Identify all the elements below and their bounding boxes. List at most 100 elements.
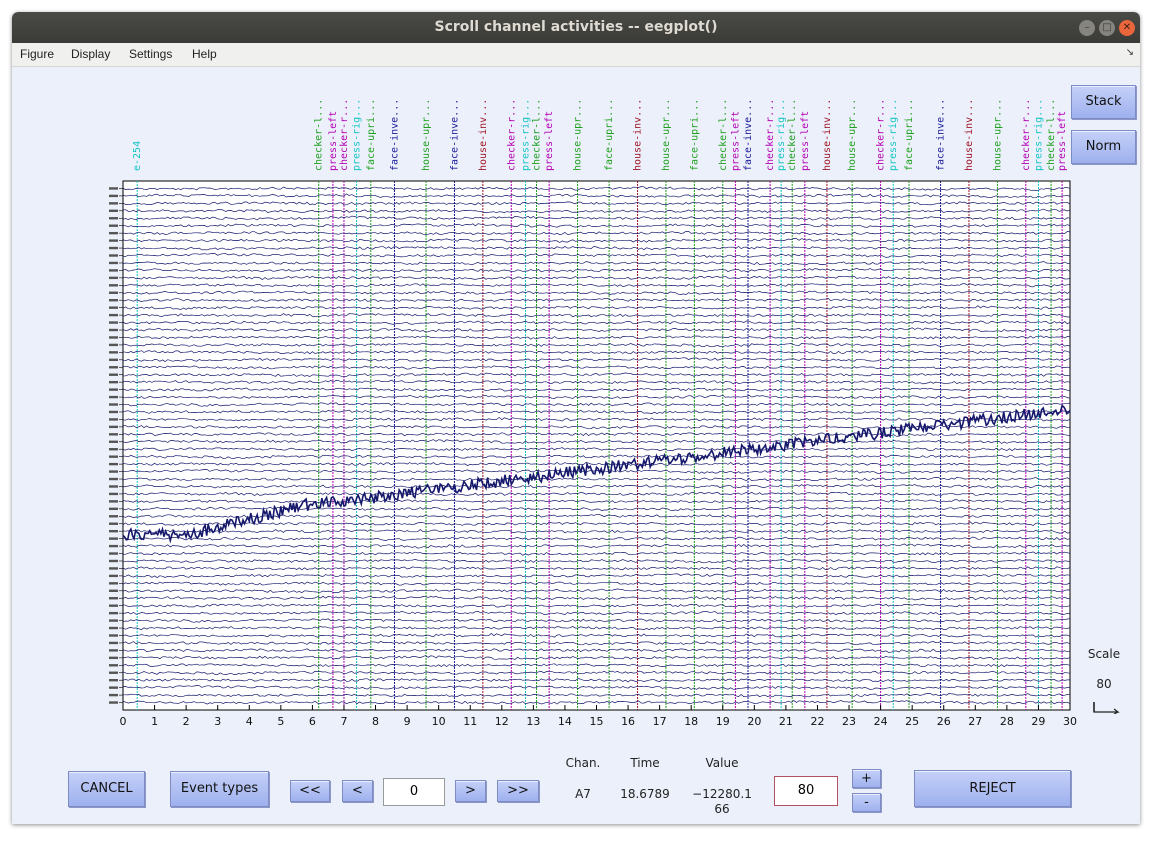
event-label: house-upr...	[661, 99, 672, 171]
scale-increase-button[interactable]: +	[852, 769, 881, 788]
channel-trace	[122, 447, 1071, 452]
forward-button[interactable]: >	[455, 780, 486, 802]
channel-trace	[122, 305, 1071, 310]
channel-trace	[122, 215, 1071, 221]
eeg-plot[interactable]: e-254 checker-l... press-left checker-r... p…	[12, 12, 1140, 824]
event-label: e-254	[132, 141, 143, 171]
channel-trace	[122, 581, 1071, 586]
channel-label-mark	[109, 440, 118, 443]
menu-help[interactable]: Help	[192, 47, 217, 61]
channel-label-mark	[109, 194, 118, 198]
event-label: house-upr...	[992, 99, 1003, 171]
channel-label-mark	[109, 380, 118, 384]
channel-label-mark	[109, 597, 118, 600]
menu-display[interactable]: Display	[71, 47, 111, 61]
event-label: checker-r...	[1021, 99, 1032, 171]
channel-trace	[122, 670, 1071, 675]
event-label: face-upri...	[904, 99, 915, 171]
channel-label-mark	[109, 537, 118, 540]
channel-label-mark	[109, 187, 118, 190]
channel-trace	[122, 342, 1071, 348]
x-tick-label: 5	[277, 715, 284, 728]
event-label: checker-l...	[1046, 99, 1057, 171]
channel-trace	[122, 335, 1071, 340]
channel-trace	[122, 283, 1071, 288]
scale-decrease-button[interactable]: -	[852, 793, 881, 812]
channel-label-mark	[109, 224, 118, 227]
channel-label-mark	[109, 619, 118, 622]
time-value: 18.6789	[620, 787, 670, 801]
channel-label-mark	[109, 425, 118, 429]
channel-label-mark	[109, 552, 118, 555]
channel-trace	[122, 499, 1071, 504]
channel-label-mark	[109, 589, 118, 592]
x-tick-label: 14	[558, 715, 572, 728]
event-label: checker-r...	[339, 99, 350, 171]
norm-button[interactable]: Norm	[1071, 130, 1136, 164]
position-input[interactable]: 0	[383, 778, 445, 806]
scale-input[interactable]: 80	[774, 776, 838, 806]
channel-label-mark	[109, 559, 118, 563]
channel-label-mark	[109, 231, 118, 235]
channel-label-mark	[109, 455, 118, 458]
rewind-button[interactable]: <	[342, 780, 373, 802]
channel-label-mark	[109, 246, 118, 250]
forward-fast-button[interactable]: >>	[497, 780, 539, 802]
x-tick-label: 1	[151, 715, 158, 728]
close-icon[interactable]: ✕	[1119, 20, 1135, 36]
channel-label-mark	[109, 470, 118, 473]
x-tick-label: 17	[653, 715, 667, 728]
channel-label-mark	[109, 671, 118, 674]
channel-label-mark	[109, 574, 118, 578]
x-tick-label: 18	[684, 715, 698, 728]
channel-label-mark	[109, 366, 118, 369]
channel-label-mark	[109, 328, 118, 332]
channel-trace	[122, 186, 1071, 191]
x-tick-label: 22	[810, 715, 824, 728]
x-tick-label: 6	[309, 715, 316, 728]
rewind-fast-button[interactable]: <<	[290, 780, 330, 802]
channel-label-mark	[109, 202, 118, 205]
x-tick-label: 8	[372, 715, 379, 728]
event-label: press-left	[730, 111, 741, 171]
minimize-icon[interactable]: –	[1079, 20, 1095, 36]
channel-label-mark	[109, 507, 118, 511]
channel-trace-drift	[122, 404, 1071, 544]
maximize-icon[interactable]: □	[1099, 20, 1115, 36]
cancel-button[interactable]: CANCEL	[68, 771, 145, 807]
menu-figure[interactable]: Figure	[20, 47, 55, 61]
channel-trace	[122, 685, 1071, 690]
event-types-button[interactable]: Event types	[170, 771, 269, 807]
channel-label-mark	[109, 336, 118, 339]
stack-button[interactable]: Stack	[1071, 85, 1136, 119]
channel-trace	[122, 491, 1071, 497]
channel-trace	[122, 245, 1071, 251]
channel-trace	[122, 595, 1071, 601]
channel-label-mark	[109, 500, 118, 503]
channel-trace	[122, 208, 1071, 214]
x-tick-label: 24	[874, 715, 888, 728]
channel-label-mark	[109, 418, 118, 421]
channel-label-mark	[109, 239, 118, 242]
menu-expander-icon[interactable]: ↘	[1125, 47, 1134, 58]
channel-label-mark	[109, 485, 118, 488]
channel-trace	[122, 476, 1071, 482]
channel-trace	[122, 238, 1071, 243]
channel-trace	[122, 551, 1071, 556]
channel-label-mark	[109, 529, 118, 533]
channel-trace	[122, 588, 1071, 593]
event-label: house-upr...	[847, 99, 858, 171]
channel-label-mark	[109, 209, 118, 213]
menu-bar: Figure Display Settings Help ↘	[12, 43, 1140, 67]
channel-trace	[122, 253, 1071, 258]
channel-trace	[122, 543, 1071, 549]
channel-trace	[122, 313, 1071, 318]
x-tick-label: 27	[968, 715, 982, 728]
menu-settings[interactable]: Settings	[129, 47, 173, 61]
channel-label-mark	[109, 701, 118, 704]
channel-label-mark	[109, 276, 118, 280]
reject-button[interactable]: REJECT	[914, 770, 1071, 807]
event-label: face-inve...	[389, 99, 400, 171]
event-label: house-inv...	[964, 99, 975, 171]
channel-trace	[122, 558, 1071, 564]
